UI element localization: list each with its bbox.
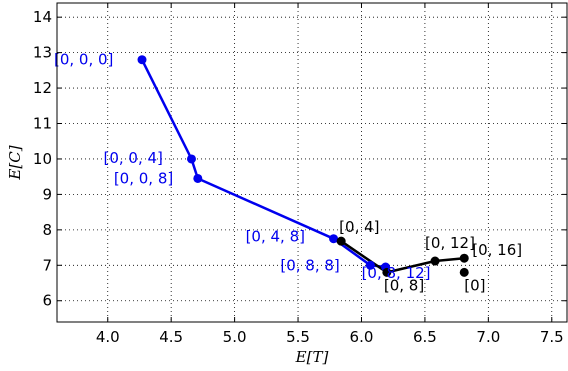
x-tick-label: 6.0	[350, 328, 374, 346]
y-axis-label: E[C]	[6, 145, 24, 180]
data-label: [0, 0, 0]	[54, 51, 113, 69]
data-label: [0, 4]	[339, 218, 379, 236]
y-tick-label: 9	[42, 185, 52, 203]
grid	[57, 3, 567, 322]
y-tick-label: 6	[42, 292, 52, 310]
point-labels: [0, 0, 0] [0, 0, 4] [0, 0, 8] [0, 4, 8] [0, …	[54, 51, 522, 295]
data-label: [0]	[464, 276, 485, 294]
data-point	[459, 267, 469, 277]
y-tick-label: 10	[33, 150, 52, 168]
data-label: [0, 16]	[472, 241, 522, 259]
ticks: 4.0 4.5 5.0 5.5 6.0 6.5 7.0 7.5 6 7 8 9 10 11 12 13 14	[33, 3, 567, 346]
x-tick-label: 7.5	[540, 328, 564, 346]
data-label: [0, 8]	[384, 276, 424, 294]
data-label: [0, 0, 4]	[103, 149, 162, 167]
data-label: [0, 8, 12]	[362, 264, 431, 282]
x-tick-label: 4.0	[96, 328, 120, 346]
data-point	[430, 256, 440, 266]
data-point	[365, 260, 375, 270]
y-tick-label: 13	[33, 44, 52, 62]
x-tick-label: 6.5	[413, 328, 437, 346]
data-point	[336, 236, 346, 246]
data-point	[329, 234, 339, 244]
y-tick-label: 14	[33, 8, 52, 26]
y-tick-label: 8	[42, 221, 52, 239]
data-point	[193, 173, 203, 183]
x-tick-label: 7.0	[476, 328, 500, 346]
x-tick-label: 4.5	[159, 328, 183, 346]
data-point	[186, 154, 196, 164]
data-label: [0, 4, 8]	[246, 228, 305, 246]
data-label: [0, 0, 8]	[114, 169, 173, 187]
data-point	[137, 55, 147, 65]
series-line	[340, 240, 465, 274]
y-tick-label: 7	[42, 256, 52, 274]
data-label: [0, 12]	[425, 234, 475, 252]
x-tick-label: 5.0	[223, 328, 247, 346]
x-tick-label: 5.5	[286, 328, 310, 346]
y-tick-label: 12	[33, 79, 52, 97]
x-axis-label: E[T]	[295, 348, 329, 366]
series-layer	[137, 55, 469, 277]
data-label: [0, 8, 8]	[280, 256, 339, 274]
data-point	[382, 267, 392, 277]
y-tick-label: 11	[33, 115, 52, 133]
data-point	[459, 253, 469, 263]
plot-frame	[56, 2, 568, 323]
